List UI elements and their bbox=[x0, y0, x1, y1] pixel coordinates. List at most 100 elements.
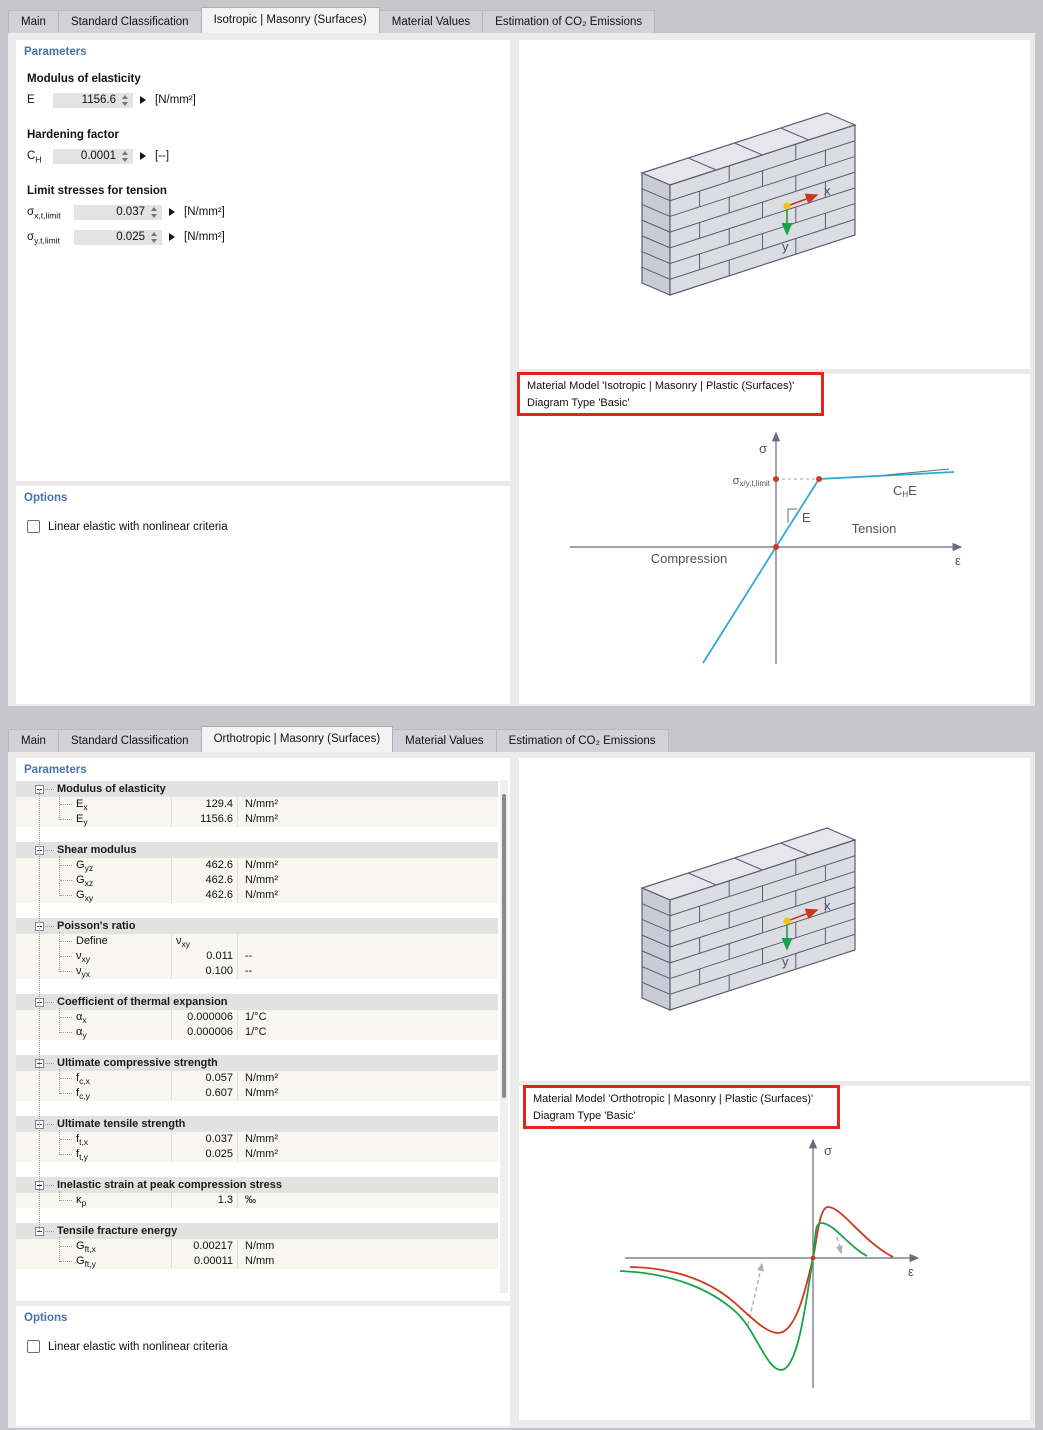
epsilon-axis-label: ε bbox=[908, 1264, 914, 1279]
symbol-CH: CH bbox=[27, 150, 42, 165]
tab-co2-emissions[interactable]: Estimation of CO₂ Emissions bbox=[482, 10, 656, 33]
parameters-panel: Parameters Modulus of elasticity E 1156.… bbox=[16, 40, 510, 481]
masonry-wall-panel bbox=[519, 40, 1030, 369]
parameter-row[interactable]: Ey 1156.6 N/mm² bbox=[16, 812, 498, 827]
isotropic-panel: Main Standard Classification Isotropic |… bbox=[0, 0, 1043, 712]
spin-up-icon[interactable] bbox=[151, 231, 157, 236]
spin-down-icon[interactable] bbox=[122, 157, 128, 162]
tab-material-values[interactable]: Material Values bbox=[378, 10, 484, 33]
options-panel: Options Linear elastic with nonlinear cr… bbox=[16, 486, 510, 704]
tab-co2-emissions[interactable]: Estimation of CO₂ Emissions bbox=[495, 729, 669, 752]
parameter-row[interactable]: Gyz 462.6 N/mm² bbox=[16, 858, 498, 873]
parameter-row[interactable]: Define νxy bbox=[16, 934, 498, 949]
symbol-sigma-x: σx,t,limit bbox=[27, 206, 61, 221]
hardening-slope-label: CHE bbox=[893, 483, 917, 499]
tab-standard-classification[interactable]: Standard Classification bbox=[57, 729, 202, 752]
limit-stress-y-input[interactable]: 0.025 bbox=[74, 229, 162, 245]
parameter-row[interactable]: Gft,y 0.00011 N/mm bbox=[16, 1254, 498, 1269]
spin-down-icon[interactable] bbox=[151, 238, 157, 243]
hardening-group-label: Hardening factor bbox=[27, 129, 120, 141]
parameter-row[interactable]: αx 0.000006 1/°C bbox=[16, 1010, 498, 1025]
orthotropic-parameter-table: Modulus of elasticity Ex 129.4 N/mm² Ey 1156.… bbox=[16, 781, 498, 1284]
parameter-group-header[interactable]: Tensile fracture energy bbox=[16, 1223, 498, 1239]
material-model-annotation: Material Model 'Orthotropic | Masonry | … bbox=[523, 1085, 840, 1129]
spinner[interactable] bbox=[119, 93, 131, 108]
parameter-row[interactable]: ft,y 0.025 N/mm² bbox=[16, 1147, 498, 1162]
tab-content: Parameters Modulus of elasticity Ex 129.4 N… bbox=[8, 752, 1035, 1428]
parameter-row[interactable]: Gxz 462.6 N/mm² bbox=[16, 873, 498, 888]
spin-up-icon[interactable] bbox=[151, 206, 157, 211]
scrollbar-thumb[interactable] bbox=[502, 794, 506, 1098]
unit-label: [N/mm²] bbox=[184, 206, 225, 218]
orthotropic-stress-strain-diagram: σ ε bbox=[619, 1138, 919, 1388]
parameter-row[interactable]: αy 0.000006 1/°C bbox=[16, 1025, 498, 1040]
sigma-axis-label: σ bbox=[758, 441, 766, 456]
option-row: Linear elastic with nonlinear criteria bbox=[27, 1340, 510, 1353]
elastic-slope-label: E bbox=[802, 510, 811, 525]
masonry-wall-image bbox=[625, 810, 925, 1030]
material-model-annotation: Material Model 'Isotropic | Masonry | Pl… bbox=[517, 372, 824, 416]
parameter-row[interactable]: fc,y 0.607 N/mm² bbox=[16, 1086, 498, 1101]
spin-down-icon[interactable] bbox=[122, 101, 128, 106]
tab-orthotropic-masonry-surfaces[interactable]: Orthotropic | Masonry (Surfaces) bbox=[200, 726, 394, 752]
modulus-of-elasticity-row: E 1156.6 [N/mm²] bbox=[27, 92, 510, 108]
detail-arrow-button[interactable] bbox=[169, 233, 175, 241]
limit-stress-x-input[interactable]: 0.037 bbox=[74, 204, 162, 220]
linear-elastic-checkbox[interactable] bbox=[27, 1340, 40, 1353]
spinner[interactable] bbox=[148, 205, 160, 220]
detail-arrow-button[interactable] bbox=[140, 152, 146, 160]
tab-material-values[interactable]: Material Values bbox=[392, 729, 497, 752]
parameter-row[interactable]: νyx 0.100 -- bbox=[16, 964, 498, 979]
modulus-of-elasticity-input[interactable]: 1156.6 bbox=[53, 92, 133, 108]
tree-connector bbox=[39, 789, 40, 1231]
hardening-factor-input[interactable]: 0.0001 bbox=[53, 148, 133, 164]
parameter-row[interactable]: νxy 0.011 -- bbox=[16, 949, 498, 964]
parameter-row[interactable]: Ex 129.4 N/mm² bbox=[16, 797, 498, 812]
parameter-group-header[interactable]: Poisson's ratio bbox=[16, 918, 498, 934]
tab-isotropic-masonry-surfaces[interactable]: Isotropic | Masonry (Surfaces) bbox=[200, 7, 380, 33]
detail-arrow-button[interactable] bbox=[140, 96, 146, 104]
parameter-group-header[interactable]: Modulus of elasticity bbox=[16, 781, 498, 797]
spin-down-icon[interactable] bbox=[151, 213, 157, 218]
parameter-row[interactable]: Gft,x 0.00217 N/mm bbox=[16, 1239, 498, 1254]
spin-up-icon[interactable] bbox=[122, 94, 128, 99]
limit-stress-y-row: σy,t,limit 0.025 [N/mm²] bbox=[27, 229, 510, 245]
parameter-row[interactable]: ft,x 0.037 N/mm² bbox=[16, 1132, 498, 1147]
unit-label: [N/mm²] bbox=[184, 231, 225, 243]
parameters-header: Parameters bbox=[24, 764, 87, 776]
stress-strain-panel: σ ε σx/y,t,limit CHE E Tension Compressi… bbox=[519, 374, 1030, 704]
parameter-group-header[interactable]: Shear modulus bbox=[16, 842, 498, 858]
tab-main[interactable]: Main bbox=[8, 729, 59, 752]
tab-bar: Main Standard Classification Orthotropic… bbox=[8, 726, 1035, 752]
sigma-axis-label: σ bbox=[824, 1143, 832, 1158]
detail-arrow-button[interactable] bbox=[169, 208, 175, 216]
options-header: Options bbox=[24, 492, 68, 504]
tension-label: Tension bbox=[851, 521, 896, 536]
parameter-row[interactable]: Gxy 462.6 N/mm² bbox=[16, 888, 498, 903]
parameter-group-header[interactable]: Coefficient of thermal expansion bbox=[16, 994, 498, 1010]
tab-standard-classification[interactable]: Standard Classification bbox=[57, 10, 202, 33]
compression-label: Compression bbox=[650, 551, 727, 566]
symbol-sigma-y: σy,t,limit bbox=[27, 231, 60, 246]
tab-main[interactable]: Main bbox=[8, 10, 59, 33]
field-value: 0.025 bbox=[116, 231, 145, 243]
table-scrollbar[interactable] bbox=[500, 780, 508, 1293]
linear-elastic-checkbox[interactable] bbox=[27, 520, 40, 533]
unit-label: [--] bbox=[155, 150, 170, 162]
checkbox-label: Linear elastic with nonlinear criteria bbox=[48, 1340, 228, 1353]
parameter-row[interactable]: κp 1.3 ‰ bbox=[16, 1193, 498, 1208]
spin-up-icon[interactable] bbox=[122, 150, 128, 155]
spinner[interactable] bbox=[119, 149, 131, 164]
modulus-group-label: Modulus of elasticity bbox=[27, 73, 141, 85]
annotation-line-2: Diagram Type 'Basic' bbox=[527, 397, 630, 409]
tab-bar: Main Standard Classification Isotropic |… bbox=[8, 7, 1035, 33]
options-header: Options bbox=[24, 1312, 68, 1324]
symbol-E: E bbox=[27, 94, 35, 106]
parameter-row[interactable]: fc,x 0.057 N/mm² bbox=[16, 1071, 498, 1086]
parameter-group-header[interactable]: Ultimate compressive strength bbox=[16, 1055, 498, 1071]
parameter-group-header[interactable]: Inelastic strain at peak compression str… bbox=[16, 1177, 498, 1193]
option-row: Linear elastic with nonlinear criteria bbox=[27, 520, 510, 533]
spinner[interactable] bbox=[148, 230, 160, 245]
parameter-group-header[interactable]: Ultimate tensile strength bbox=[16, 1116, 498, 1132]
